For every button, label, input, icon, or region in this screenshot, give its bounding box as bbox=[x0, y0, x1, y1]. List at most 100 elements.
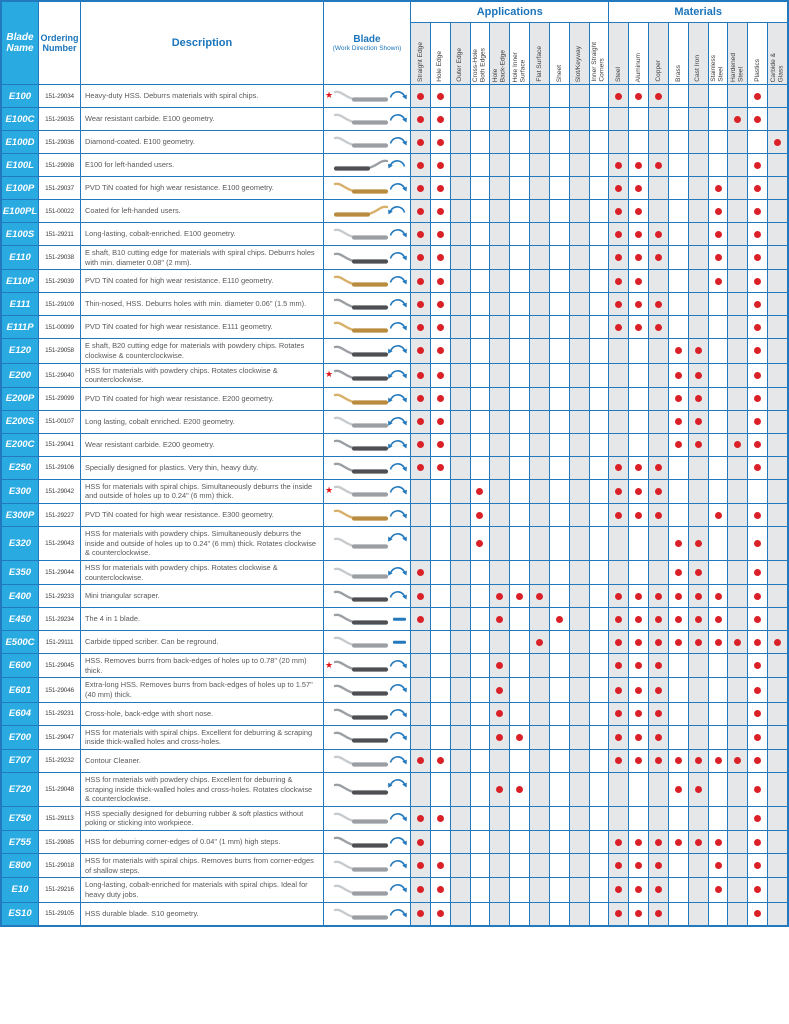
mark-cell-carbide-glass bbox=[768, 85, 787, 107]
mark-cell-hole-edge bbox=[430, 177, 450, 199]
mark-cell-carbide-glass bbox=[768, 293, 787, 316]
applicability-dot bbox=[436, 418, 444, 426]
mark-cell-copper bbox=[649, 387, 668, 410]
applicability-dot bbox=[754, 569, 762, 576]
mark-cell-outer-edge bbox=[450, 177, 470, 199]
applicability-dot bbox=[754, 539, 762, 547]
rotation-arrow-icon bbox=[388, 566, 407, 576]
mark-cell-sheet bbox=[549, 702, 569, 725]
rotation-arrow-icon bbox=[388, 345, 407, 355]
mark-cell-steel bbox=[609, 902, 629, 925]
applicability-dot bbox=[615, 254, 623, 262]
applicability-dot bbox=[714, 254, 722, 262]
description-cell: Long-lasting, cobalt-enriched for materi… bbox=[81, 878, 323, 902]
mark-cell-hole-edge bbox=[430, 200, 450, 222]
mark-cell-hole-edge bbox=[430, 854, 450, 878]
applicability-dot bbox=[694, 838, 702, 846]
ordering-number-cell: 151-29106 bbox=[39, 456, 80, 479]
mark-cell-steel bbox=[609, 108, 629, 130]
mark-cell-brass bbox=[668, 131, 688, 153]
mark-cell-inner-straight-corners bbox=[589, 85, 609, 107]
applicability-dot bbox=[655, 615, 663, 623]
mark-cell-inner-straight-corners bbox=[589, 456, 609, 479]
applicability-dot bbox=[416, 910, 424, 917]
mark-cell-cross-hole-both-edges bbox=[470, 527, 490, 560]
applicability-dot bbox=[436, 347, 444, 355]
mark-cell-steel bbox=[609, 246, 629, 270]
ordering-number-cell: 151-29040 bbox=[39, 363, 80, 387]
mark-cell-steel bbox=[609, 316, 629, 339]
blade-illustration bbox=[333, 860, 389, 872]
mark-cell-hardened-steel bbox=[728, 902, 748, 925]
mark-cell-brass bbox=[668, 200, 688, 222]
mark-cell-slot-keyway bbox=[569, 878, 589, 902]
mark-cell-inner-straight-corners bbox=[589, 246, 609, 270]
mark-cell-copper bbox=[649, 749, 668, 772]
mark-cell-steel bbox=[609, 749, 629, 772]
column-header-label: Slot/Keyway bbox=[575, 45, 583, 82]
description-cell: PVD TiN coated for high wear resistance.… bbox=[81, 177, 323, 199]
mark-cell-copper bbox=[649, 154, 668, 176]
blade-illustration bbox=[333, 509, 389, 521]
mark-cell-slot-keyway bbox=[569, 200, 589, 222]
mark-cell-inner-straight-corners bbox=[589, 339, 609, 363]
ordering-number-cell: 151-00022 bbox=[39, 200, 80, 222]
blade-name-cell: E750 bbox=[2, 806, 38, 830]
blade-image-cell: ★ bbox=[324, 479, 410, 503]
applicability-dot bbox=[694, 757, 702, 765]
applicability-dot bbox=[416, 441, 424, 449]
applicability-dot bbox=[655, 487, 663, 495]
mark-cell-inner-straight-corners bbox=[589, 854, 609, 878]
mark-cell-brass bbox=[668, 85, 688, 107]
column-header-label: Aluminum bbox=[634, 52, 642, 82]
mark-cell-hardened-steel bbox=[728, 339, 748, 363]
applicability-dot bbox=[774, 638, 782, 646]
applicability-dot bbox=[694, 785, 702, 793]
blade-name-cell: E320 bbox=[2, 527, 38, 560]
mark-cell-hardened-steel bbox=[728, 131, 748, 153]
mark-cell-hole-back-edge bbox=[490, 585, 510, 608]
rotation-arrow-icon bbox=[389, 229, 407, 238]
mark-cell-copper bbox=[649, 725, 668, 749]
mark-cell-slot-keyway bbox=[569, 363, 589, 387]
mark-cell-brass bbox=[668, 177, 688, 199]
mark-cell-hole-edge bbox=[430, 479, 450, 503]
mark-cell-stainless-steel bbox=[708, 749, 728, 772]
applicability-dot bbox=[674, 395, 682, 403]
table-row: E100PL 151-00022 Coated for left-handed … bbox=[2, 200, 787, 222]
mark-cell-aluminum bbox=[629, 85, 649, 107]
mark-cell-hole-back-edge bbox=[490, 527, 510, 560]
blade-image-cell: ★ bbox=[324, 806, 410, 830]
rotation-arrow-icon bbox=[388, 533, 407, 542]
blade-illustration bbox=[333, 684, 389, 696]
ordering-number-cell: 151-29048 bbox=[39, 772, 80, 806]
applicability-dot bbox=[734, 757, 742, 765]
mark-cell-cast-iron bbox=[688, 177, 708, 199]
mark-cell-flat-surface bbox=[530, 504, 549, 526]
mark-cell-hardened-steel bbox=[728, 410, 748, 433]
mark-cell-brass bbox=[668, 608, 688, 631]
column-header-label: Cast Iron bbox=[694, 55, 702, 82]
mark-cell-hardened-steel bbox=[728, 854, 748, 878]
applicability-dot bbox=[714, 184, 722, 192]
mark-cell-cross-hole-both-edges bbox=[470, 479, 490, 503]
table-row: E200C 151-29041 Wear resistant carbide. … bbox=[2, 433, 787, 456]
blade-image-cell: ★ bbox=[324, 433, 410, 456]
applicability-dot bbox=[655, 862, 663, 870]
applicability-dot bbox=[416, 814, 424, 822]
mark-cell-cross-hole-both-edges bbox=[470, 654, 490, 678]
mark-cell-cross-hole-both-edges bbox=[470, 270, 490, 293]
applicability-dot bbox=[635, 511, 643, 519]
mark-cell-outer-edge bbox=[450, 154, 470, 176]
applicability-dot bbox=[615, 184, 623, 192]
rotation-arrow-icon bbox=[389, 660, 407, 669]
mark-cell-cross-hole-both-edges bbox=[470, 433, 490, 456]
mark-cell-hole-inner-surface bbox=[510, 108, 530, 130]
applicability-dot bbox=[674, 638, 682, 646]
applicability-dot bbox=[754, 638, 762, 646]
mark-cell-hole-edge bbox=[430, 902, 450, 925]
rotation-arrow-icon bbox=[389, 708, 407, 718]
applicability-dot bbox=[416, 184, 424, 192]
blade-image-cell: ★ bbox=[324, 223, 410, 245]
mark-cell-hardened-steel bbox=[728, 479, 748, 503]
